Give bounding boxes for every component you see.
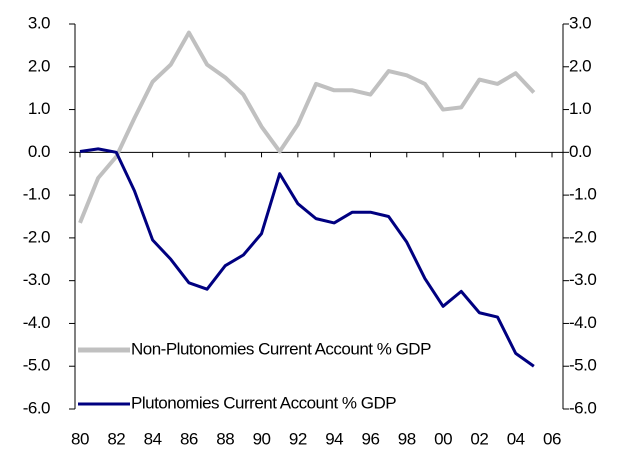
x-tick-label: 90: [253, 429, 271, 448]
x-tick-label: 80: [71, 429, 89, 448]
y-tick-label: 2.0: [28, 56, 50, 75]
series-line: [79, 147, 535, 368]
y2-tick-label: -2.0: [569, 227, 596, 246]
y2-tick-label: 0.0: [569, 142, 591, 161]
x-tick-label: 98: [398, 429, 416, 448]
y-tick-label: 3.0: [28, 13, 50, 32]
x-tick-label: 84: [144, 429, 162, 448]
x-tick-label: 96: [362, 429, 380, 448]
x-tick-label: 88: [216, 429, 234, 448]
y2-tick-label: 2.0: [569, 56, 591, 75]
x-tick-label: 06: [543, 429, 561, 448]
x-tick-label: 86: [180, 429, 198, 448]
x-tick-label: 04: [507, 429, 525, 448]
x-tick-label: 00: [434, 429, 452, 448]
y-tick-label: -1.0: [23, 185, 50, 204]
x-tick-label: 82: [107, 429, 125, 448]
x-tick-label: 02: [470, 429, 488, 448]
y2-tick-label: -1.0: [569, 185, 596, 204]
y2-tick-label: -6.0: [569, 398, 596, 417]
series-line: [78, 30, 536, 224]
y2-tick-label: -4.0: [569, 313, 596, 332]
y-tick-label: -6.0: [23, 398, 50, 417]
y-tick-label: -2.0: [23, 227, 50, 246]
legend-label: Non-Plutonomies Current Account % GDP: [131, 339, 431, 358]
y-tick-label: -5.0: [23, 356, 50, 375]
x-tick-label: 94: [325, 429, 343, 448]
y2-tick-label: 1.0: [569, 99, 591, 118]
y2-tick-label: 3.0: [569, 13, 591, 32]
legend-label: Plutonomies Current Account % GDP: [131, 393, 396, 412]
y2-tick-label: -5.0: [569, 356, 596, 375]
y2-tick-label: -3.0: [569, 270, 596, 289]
y-tick-label: -3.0: [23, 270, 50, 289]
y-tick-label: 0.0: [28, 142, 50, 161]
y-tick-label: -4.0: [23, 313, 50, 332]
y-tick-label: 1.0: [28, 99, 50, 118]
x-tick-label: 92: [289, 429, 307, 448]
